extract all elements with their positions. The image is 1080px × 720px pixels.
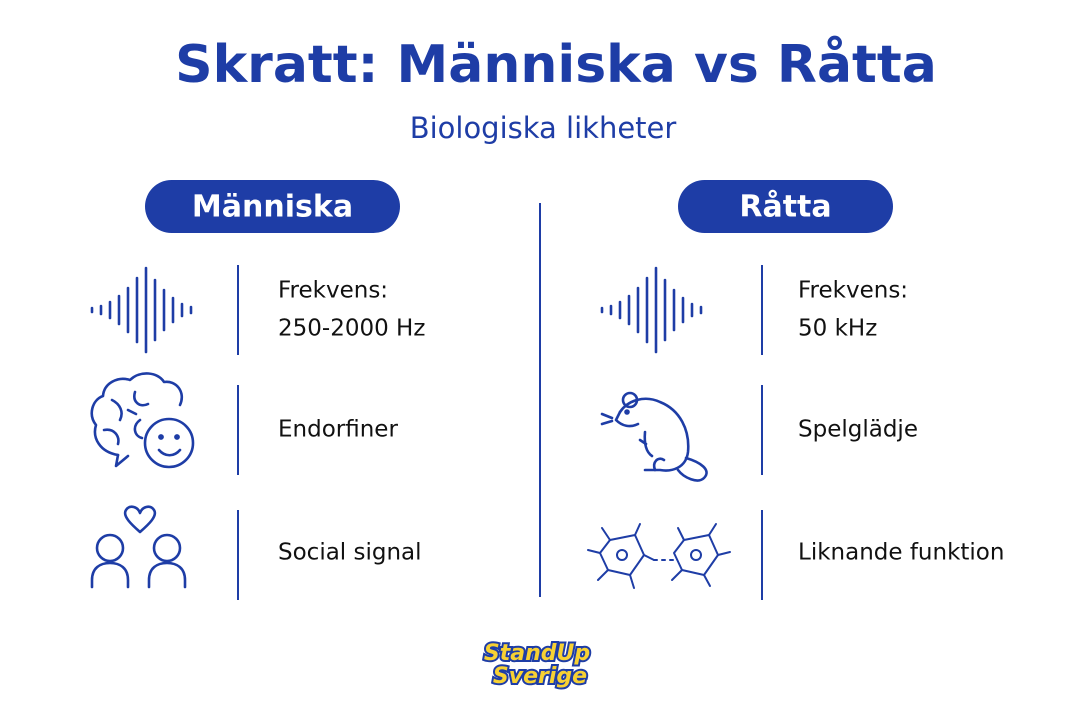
logo-text: Sverige [493, 664, 587, 689]
item-text: 50 kHz [798, 316, 877, 342]
neurons-icon [587, 523, 731, 589]
item-text: Frekvens: [278, 278, 388, 304]
item-text: Spelglädje [798, 417, 918, 443]
row-dividers [237, 265, 763, 600]
brain-icon [90, 372, 195, 469]
column-heading-pill [678, 180, 893, 233]
column-heading-pill [145, 180, 400, 233]
column-heading: Människa [192, 190, 353, 225]
logo: StandUp Sverige [482, 639, 592, 691]
item-text: Endorfiner [278, 417, 398, 443]
waveform-icon [600, 266, 703, 354]
subtitle: Biologiska likheter [410, 111, 677, 145]
item-text: Social signal [278, 540, 422, 566]
waveform-icon [90, 266, 193, 354]
column-heading: Råtta [739, 189, 831, 225]
item-text: Liknande funktion [798, 540, 1004, 566]
item-text: Frekvens: [798, 278, 908, 304]
logo-text: StandUp [484, 641, 590, 666]
rat-icon [600, 391, 708, 482]
people-icon [90, 505, 187, 589]
title: Skratt: Människa vs Råtta [175, 35, 937, 95]
item-text: 250-2000 Hz [278, 316, 425, 342]
